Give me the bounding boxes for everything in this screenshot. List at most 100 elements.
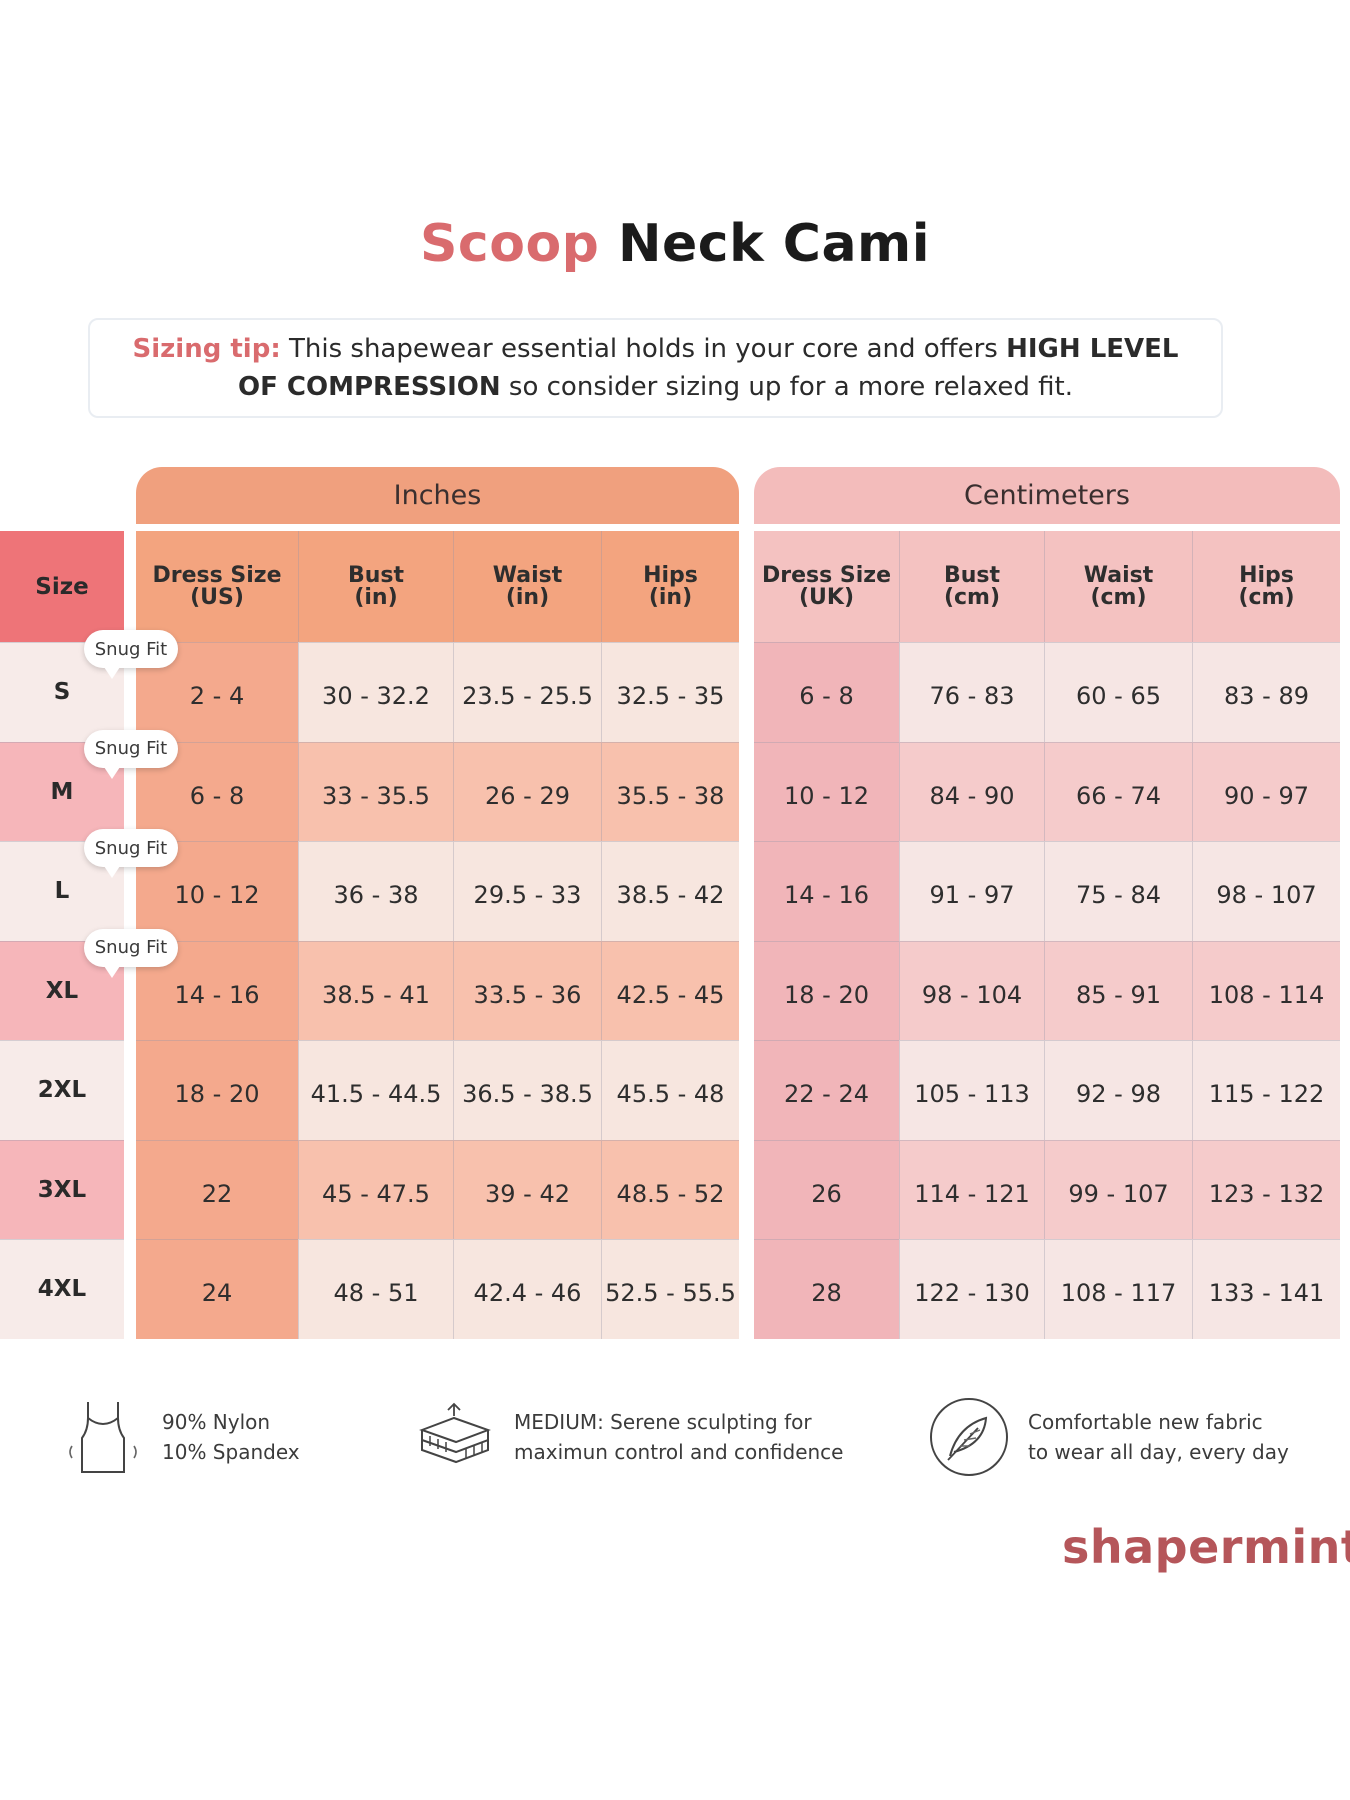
inches-value: 35.5 - 38 — [601, 741, 739, 841]
title-rest: Neck Cami — [618, 214, 931, 274]
inches-value: 45 - 47.5 — [298, 1139, 453, 1239]
cm-value: 18 - 20 — [754, 940, 899, 1040]
inches-value: 30 - 32.2 — [298, 642, 453, 742]
inches-header-2: Waist (in) — [453, 531, 601, 642]
feature-compression-line-2: maximun control and confidence — [514, 1440, 844, 1464]
inches-value: 38.5 - 41 — [298, 940, 453, 1040]
inches-value: 41.5 - 44.5 — [298, 1040, 453, 1140]
cm-value: 28 — [754, 1239, 899, 1339]
inches-value: 22 — [136, 1139, 298, 1239]
cm-value: 122 - 130 — [899, 1239, 1044, 1339]
tank-top-icon — [69, 1402, 137, 1473]
feature-comfort-line-1: Comfortable new fabric — [1028, 1410, 1263, 1434]
feature-material: 90% Nylon 10% Spandex — [62, 1392, 300, 1482]
feature-compression-line-1: MEDIUM: Serene sculpting for — [514, 1410, 812, 1434]
inches-header-line-2: (in) — [354, 584, 398, 610]
inches-value: 18 - 20 — [136, 1040, 298, 1140]
sizing-tip-bold-1: HIGH LEVEL — [1006, 334, 1179, 364]
cm-value: 83 - 89 — [1192, 642, 1340, 742]
inches-header-3: Hips (in) — [601, 531, 739, 642]
feature-material-line-1: 90% Nylon — [162, 1410, 271, 1434]
cm-header-line-2: (cm) — [1238, 584, 1295, 610]
cm-header-line-1: Dress Size — [762, 562, 891, 588]
brand-logo: shapermint — [1062, 1520, 1350, 1574]
cm-value: 98 - 107 — [1192, 841, 1340, 941]
inches-value: 52.5 - 55.5 — [601, 1239, 739, 1339]
inches-value: 33 - 35.5 — [298, 741, 453, 841]
inches-value: 2 - 4 — [136, 642, 298, 742]
inches-header-line-2: (in) — [648, 584, 693, 610]
inches-value: 48.5 - 52 — [601, 1139, 739, 1239]
cm-header-label: Dress Size (UK) — [762, 562, 891, 609]
cm-header-3: Hips (cm) — [1192, 531, 1340, 642]
size-header: Size — [0, 531, 124, 642]
cm-value: 76 - 83 — [899, 642, 1044, 742]
cm-value: 91 - 97 — [899, 841, 1044, 941]
centimeters-group-header: Centimeters — [754, 467, 1340, 524]
cm-value: 10 - 12 — [754, 741, 899, 841]
snug-fit-badge: Snug Fit — [84, 928, 178, 978]
cm-value: 6 - 8 — [754, 642, 899, 742]
sizing-tip-box: Sizing tip: This shapewear essential hol… — [88, 318, 1223, 418]
cm-header-line-1: Bust — [943, 562, 1001, 588]
inches-value: 42.5 - 45 — [601, 940, 739, 1040]
inches-header-0: Dress Size (US) — [136, 531, 298, 642]
size-label: 2XL — [0, 1040, 124, 1140]
cm-value: 60 - 65 — [1044, 642, 1192, 742]
feature-material-line-2: 10% Spandex — [162, 1440, 300, 1464]
title-accent: Scoop — [419, 214, 600, 274]
feature-compression-text: MEDIUM: Serene sculpting for maximun con… — [514, 1407, 843, 1467]
inches-header-line-1: Dress Size — [152, 562, 282, 588]
feature-compression: MEDIUM: Serene sculpting for maximun con… — [414, 1392, 843, 1482]
inches-value: 24 — [136, 1239, 298, 1339]
cm-header-label: Waist (cm) — [1083, 562, 1154, 610]
cm-header-line-1: Hips — [1239, 562, 1294, 588]
sizing-tip-label: Sizing tip: — [132, 334, 281, 364]
sizing-tip-text-2: so consider sizing up for a more relaxed… — [508, 372, 1073, 402]
page-title: Scoop Neck Cami — [0, 214, 1350, 274]
inches-header-line-1: Waist — [492, 562, 563, 588]
cm-value: 14 - 16 — [754, 841, 899, 941]
cm-header-label: Hips (cm) — [1238, 562, 1295, 610]
cm-header-line-2: (cm) — [1090, 584, 1147, 610]
feature-comfort-text: Comfortable new fabric to wear all day, … — [1028, 1407, 1289, 1467]
cm-header-line-2: (cm) — [943, 584, 1001, 610]
inches-value: 45.5 - 48 — [601, 1040, 739, 1140]
inches-value: 36.5 - 38.5 — [453, 1040, 601, 1140]
inches-header-1: Bust (in) — [298, 531, 453, 642]
cm-value: 26 — [754, 1139, 899, 1239]
cm-header-0: Dress Size (UK) — [754, 531, 899, 642]
inches-value: 36 - 38 — [298, 841, 453, 941]
inches-group-header: Inches — [136, 467, 739, 524]
snug-fit-badge: Snug Fit — [84, 729, 178, 779]
inches-value: 23.5 - 25.5 — [453, 642, 601, 742]
cm-value: 84 - 90 — [899, 741, 1044, 841]
inches-header-line-2: (US) — [190, 584, 244, 610]
size-label: 3XL — [0, 1139, 124, 1239]
inches-header-line-1: Hips — [643, 562, 698, 588]
cm-value: 108 - 117 — [1044, 1239, 1192, 1339]
size-label: 4XL — [0, 1239, 124, 1339]
inches-value: 39 - 42 — [453, 1139, 601, 1239]
cm-value: 66 - 74 — [1044, 741, 1192, 841]
feature-comfort-line-2: to wear all day, every day — [1028, 1440, 1289, 1464]
fabric-layers-icon — [419, 1402, 491, 1464]
snug-fit-badge: Snug Fit — [84, 630, 178, 679]
cm-value: 115 - 122 — [1192, 1040, 1340, 1140]
cm-value: 99 - 107 — [1044, 1139, 1192, 1239]
cm-value: 98 - 104 — [899, 940, 1044, 1040]
inches-value: 38.5 - 42 — [601, 841, 739, 941]
cm-header-line-1: Waist — [1083, 562, 1154, 588]
inches-value: 26 - 29 — [453, 741, 601, 841]
feature-material-text: 90% Nylon 10% Spandex — [162, 1407, 300, 1467]
inches-header-line-1: Bust — [347, 562, 405, 588]
cm-header-1: Bust (cm) — [899, 531, 1044, 642]
inches-header-label: Hips (in) — [643, 562, 698, 610]
snug-fit-badge: Snug Fit — [84, 829, 178, 878]
inches-value: 48 - 51 — [298, 1239, 453, 1339]
inches-header-line-2: (in) — [505, 584, 550, 610]
sizing-tip-text-1: This shapewear essential holds in your c… — [289, 334, 998, 364]
sizing-tip-bold-2: OF COMPRESSION — [238, 372, 501, 402]
cm-value: 90 - 97 — [1192, 741, 1340, 841]
inches-header-label: Bust (in) — [347, 562, 405, 610]
